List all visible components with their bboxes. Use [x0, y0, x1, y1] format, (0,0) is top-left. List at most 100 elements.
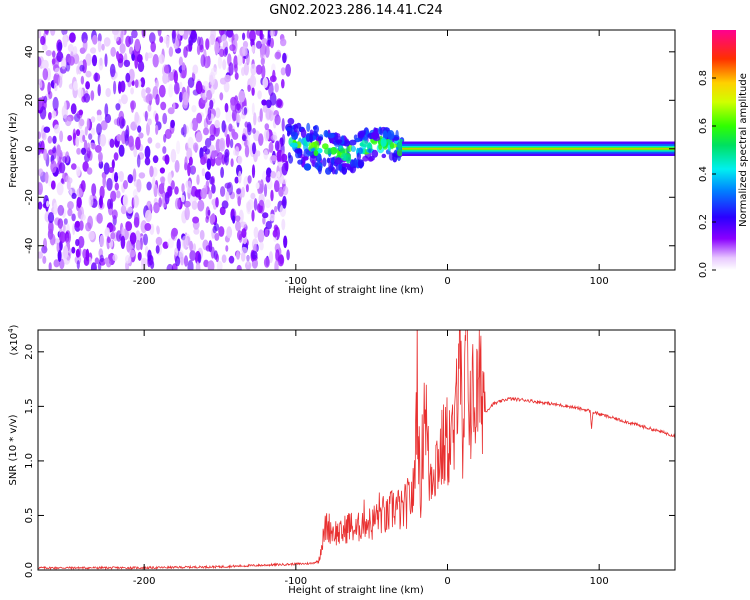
heatmap-cell	[323, 130, 329, 138]
heatmap-cell	[270, 37, 274, 49]
heatmap-cell	[217, 56, 223, 69]
heatmap-cell	[175, 256, 181, 267]
heatmap-cell	[157, 30, 162, 37]
heatmap-cell	[56, 51, 64, 63]
heatmap-cell	[114, 182, 120, 191]
heatmap-cell	[53, 259, 60, 268]
heatmap-cell	[209, 99, 214, 110]
heatmap-cell	[123, 59, 131, 68]
heatmap-cell	[118, 144, 125, 157]
heatmap-cell	[158, 183, 165, 195]
heatmap-cell	[120, 30, 124, 44]
heatmap-cell	[237, 196, 241, 207]
heatmap-cell	[242, 46, 248, 57]
heatmap-cell	[186, 180, 192, 194]
heatmap-cell	[246, 52, 250, 66]
heatmap-cell	[121, 118, 126, 127]
heatmap-cell	[264, 228, 269, 238]
heatmap-cell	[187, 136, 194, 150]
heatmap-cell	[167, 186, 173, 197]
heatmap-cell	[207, 107, 212, 121]
heatmap-cell	[296, 141, 302, 149]
heatmap-cell	[144, 157, 151, 166]
heatmap-cell	[258, 133, 264, 146]
heatmap-cell	[214, 119, 220, 129]
heatmap-cell	[211, 213, 216, 223]
heatmap-cell	[264, 45, 270, 58]
snr-x-ticks: -200 -100 0 100	[133, 330, 609, 587]
heatmap-cell	[88, 231, 95, 241]
colorbar-tick-label: 0.2	[698, 214, 709, 230]
heatmap-cell	[129, 46, 134, 55]
heatmap-cell	[189, 240, 194, 252]
heatmap-cell	[48, 112, 52, 120]
heatmap-cell	[104, 53, 108, 67]
heatmap-cell	[58, 75, 63, 88]
heatmap-cell	[268, 82, 274, 97]
heatmap-cell	[90, 262, 97, 270]
heatmap-cell	[155, 142, 161, 149]
heatmap-cell	[224, 102, 229, 113]
heatmap-cell	[81, 147, 87, 155]
heatmap-cell	[67, 201, 74, 210]
heatmap-cell	[120, 94, 128, 105]
heatmap-cell	[234, 215, 241, 222]
heatmap-cell	[156, 225, 160, 233]
heatmap-cell	[206, 158, 212, 171]
heatmap-cell	[38, 56, 42, 68]
heatmap-cell	[56, 242, 60, 253]
heatmap-cell	[67, 135, 73, 142]
heatmap-cell	[107, 198, 112, 210]
heatmap-cell	[261, 64, 266, 79]
heatmap-cell	[215, 156, 222, 166]
heatmap-cell	[86, 142, 91, 151]
heatmap-cell	[63, 218, 68, 225]
heatmap-cell	[189, 122, 193, 130]
heatmap-cell	[53, 202, 58, 215]
snr-y-multiplier-exponent: 4	[7, 328, 15, 333]
heatmap-cell	[128, 249, 136, 258]
heatmap-cell	[38, 168, 44, 177]
heatmap-cell	[201, 168, 206, 177]
heatmap-cell	[155, 79, 159, 89]
snr-y-ticks: 0.0 0.5 1.0 1.5 2.0	[24, 344, 675, 578]
heatmap-cell	[117, 58, 124, 68]
heatmap-cell	[106, 236, 111, 244]
heatmap-cell	[223, 155, 228, 163]
heatmap-cell	[57, 218, 64, 229]
heatmap-cell	[108, 167, 115, 173]
heatmap-cell	[229, 44, 236, 52]
heatmap-cell	[260, 57, 265, 66]
heatmap-cell	[140, 77, 146, 88]
heatmap-cell	[164, 192, 170, 205]
heatmap-cell	[328, 161, 332, 170]
heatmap-cell	[202, 92, 207, 101]
heatmap-cell	[265, 108, 272, 120]
heatmap-cell	[124, 254, 132, 264]
heatmap-cell	[86, 117, 90, 130]
heatmap-cell	[94, 257, 100, 265]
heatmap-cell	[137, 60, 145, 73]
heatmap-cell	[135, 136, 141, 150]
heatmap-cell	[145, 209, 152, 223]
y-tick-label: 1.5	[24, 398, 35, 414]
heatmap-cell	[91, 143, 96, 150]
heatmap-cell	[244, 145, 250, 158]
heatmap-cell	[194, 189, 202, 198]
heatmap-cell	[270, 155, 278, 162]
heatmap-cell	[349, 159, 355, 168]
heatmap-cell	[289, 142, 298, 148]
heatmap-cell	[388, 152, 395, 161]
heatmap-cell	[353, 157, 358, 167]
heatmap-cell	[270, 134, 278, 141]
heatmap-cell	[230, 158, 234, 168]
heatmap-cell	[174, 186, 179, 195]
heatmap-cell	[146, 52, 153, 59]
heatmap-cell	[126, 206, 133, 214]
y-tick-label: 20	[24, 94, 35, 107]
heatmap-cell	[133, 216, 140, 228]
heatmap-cell	[396, 142, 403, 150]
heatmap-cell	[72, 46, 78, 56]
heatmap-cell	[280, 38, 287, 47]
